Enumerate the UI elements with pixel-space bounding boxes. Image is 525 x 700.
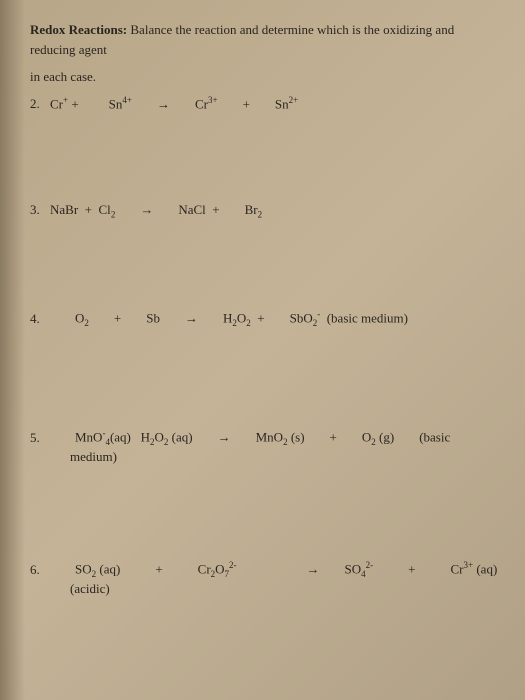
prob-num: 2. [30,96,50,112]
prob5-line2: medium) [70,449,495,465]
prob-num: 6. [30,562,50,578]
problem-3: 3.NaBr + Cl2→NaCl +Br2 [30,202,495,220]
worksheet-header: Redox Reactions: Balance the reaction an… [30,20,495,59]
problem-5: 5.MnO-4(aq) H2O2 (aq)→MnO2 (s)+O2 (g)(ba… [30,428,495,465]
prob-num: 4. [30,311,50,327]
prob-num: 3. [30,202,50,218]
problem-6: 6.SO2 (aq)+Cr2O72-→SO42-+Cr3+ (aq) (acid… [30,560,495,597]
prob-num: 5. [30,430,50,446]
title-bold: Redox Reactions: [30,22,127,37]
problem-2: 2.Cr+ +Sn4+→Cr3++Sn2+ [30,95,495,112]
subtitle: in each case. [30,67,495,87]
prob6-line2: (acidic) [70,581,495,597]
problem-4: 4.O2+Sb→H2O2 +SbO2- (basic medium) [30,309,495,328]
